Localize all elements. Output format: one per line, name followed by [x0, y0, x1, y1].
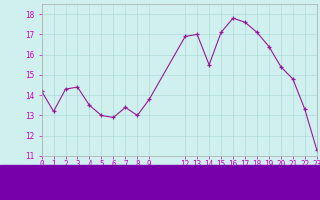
- X-axis label: Windchill (Refroidissement éolien,°C): Windchill (Refroidissement éolien,°C): [80, 172, 279, 181]
